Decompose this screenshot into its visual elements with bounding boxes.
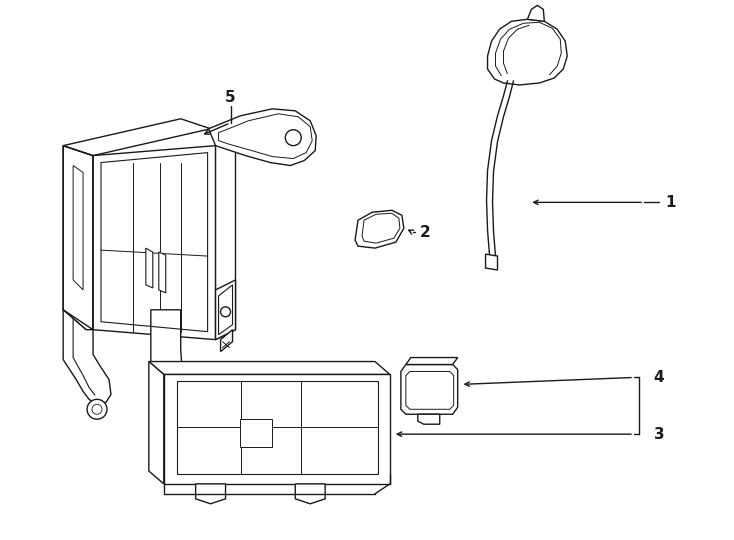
Polygon shape bbox=[355, 210, 404, 248]
Polygon shape bbox=[216, 280, 236, 340]
Polygon shape bbox=[196, 484, 225, 504]
Polygon shape bbox=[164, 374, 390, 484]
Polygon shape bbox=[208, 109, 316, 166]
Circle shape bbox=[92, 404, 102, 414]
Text: 5: 5 bbox=[225, 90, 236, 105]
Polygon shape bbox=[149, 361, 164, 484]
Text: 2: 2 bbox=[419, 225, 430, 240]
Polygon shape bbox=[487, 19, 567, 85]
Polygon shape bbox=[93, 146, 216, 340]
Polygon shape bbox=[63, 310, 111, 404]
Text: 3: 3 bbox=[653, 427, 664, 442]
Circle shape bbox=[220, 307, 230, 317]
Polygon shape bbox=[401, 364, 458, 414]
Polygon shape bbox=[146, 248, 153, 288]
Bar bbox=[241, 419, 272, 447]
Polygon shape bbox=[406, 357, 458, 364]
Polygon shape bbox=[486, 254, 498, 270]
Text: 4: 4 bbox=[653, 370, 664, 385]
Polygon shape bbox=[528, 5, 545, 21]
Polygon shape bbox=[149, 361, 390, 374]
Polygon shape bbox=[63, 146, 93, 330]
Text: 1: 1 bbox=[666, 195, 676, 210]
Polygon shape bbox=[216, 136, 236, 340]
Polygon shape bbox=[150, 310, 183, 400]
Circle shape bbox=[286, 130, 301, 146]
Polygon shape bbox=[418, 414, 440, 424]
Circle shape bbox=[87, 400, 107, 419]
Polygon shape bbox=[159, 252, 166, 293]
Polygon shape bbox=[63, 119, 211, 156]
Polygon shape bbox=[295, 484, 325, 504]
Polygon shape bbox=[220, 330, 233, 352]
